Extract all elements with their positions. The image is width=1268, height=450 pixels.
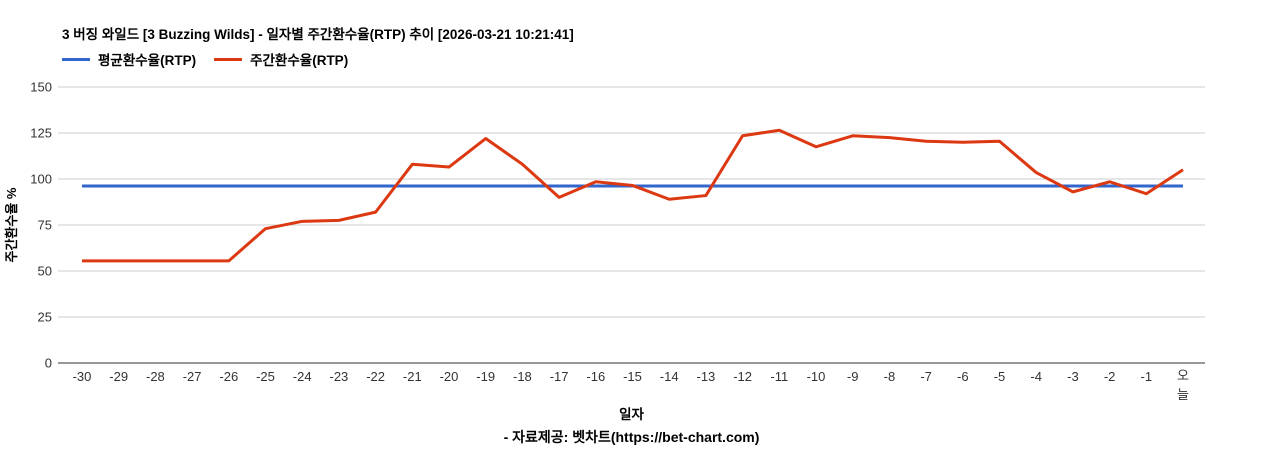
y-tick-label: 75 xyxy=(38,218,52,233)
x-tick-label: -24 xyxy=(293,369,312,384)
x-tick-label: -8 xyxy=(884,369,896,384)
series-line-weekly-rtp xyxy=(82,128,1184,263)
y-tick-label: 125 xyxy=(30,126,52,141)
y-tick-label: 100 xyxy=(30,172,52,187)
y-tick-label: 150 xyxy=(30,80,52,95)
x-tick-label: -26 xyxy=(219,369,238,384)
x-tick-label: -15 xyxy=(623,369,642,384)
legend-label-average-rtp: 평균환수율(RTP) xyxy=(98,53,197,68)
x-tick-label: -21 xyxy=(403,369,422,384)
source-credit: - 자료제공: 벳차트(https://bet-chart.com) xyxy=(503,429,760,445)
x-tick-label: -22 xyxy=(366,369,385,384)
x-tick-label: -9 xyxy=(847,369,859,384)
x-tick-label: -18 xyxy=(513,369,532,384)
x-tick-label: -3 xyxy=(1067,369,1079,384)
x-tick-label: -4 xyxy=(1030,369,1042,384)
x-tick-label: -5 xyxy=(994,369,1006,384)
weekly-rtp-line-swatch-icon xyxy=(214,57,243,61)
legend-item-average-rtp: 평균환수율(RTP) xyxy=(62,49,196,69)
y-tick-label: 0 xyxy=(45,356,52,371)
x-tick-label: -6 xyxy=(957,369,969,384)
y-tick-label: 25 xyxy=(38,310,52,325)
legend: 평균환수율(RTP) 주간환수율(RTP) xyxy=(62,49,348,69)
x-tick-label: -25 xyxy=(256,369,275,384)
x-tick-label: -20 xyxy=(440,369,459,384)
x-tick-label: -29 xyxy=(109,369,128,384)
x-tick-label: -10 xyxy=(807,369,826,384)
legend-label-weekly-rtp: 주간환수율(RTP) xyxy=(250,53,349,68)
legend-item-weekly-rtp: 주간환수율(RTP) xyxy=(214,49,348,69)
x-tick-label: -23 xyxy=(330,369,349,384)
x-tick-label: -27 xyxy=(183,369,202,384)
x-tick-label: -17 xyxy=(550,369,569,384)
x-tick-label: -2 xyxy=(1104,369,1116,384)
chart-title: 3 버징 와일드 [3 Buzzing Wilds] - 일자별 주간환수율(R… xyxy=(62,27,574,42)
x-tick-label: -28 xyxy=(146,369,165,384)
x-tick-label: -30 xyxy=(73,369,92,384)
x-axis-title: 일자 xyxy=(619,407,644,422)
x-tick-label: -19 xyxy=(476,369,495,384)
x-tick-label: -16 xyxy=(586,369,605,384)
x-tick-label: -12 xyxy=(733,369,752,384)
x-tick-label: -14 xyxy=(660,369,679,384)
x-tick-label: -13 xyxy=(697,369,716,384)
average-rtp-line-swatch-icon xyxy=(62,57,90,61)
x-tick-label: -7 xyxy=(920,369,932,384)
x-tick-label: -1 xyxy=(1141,369,1153,384)
x-tick-label: -11 xyxy=(770,369,788,384)
y-axis-title: 주간환수율 % xyxy=(4,187,19,262)
y-tick-label: 50 xyxy=(38,264,52,279)
